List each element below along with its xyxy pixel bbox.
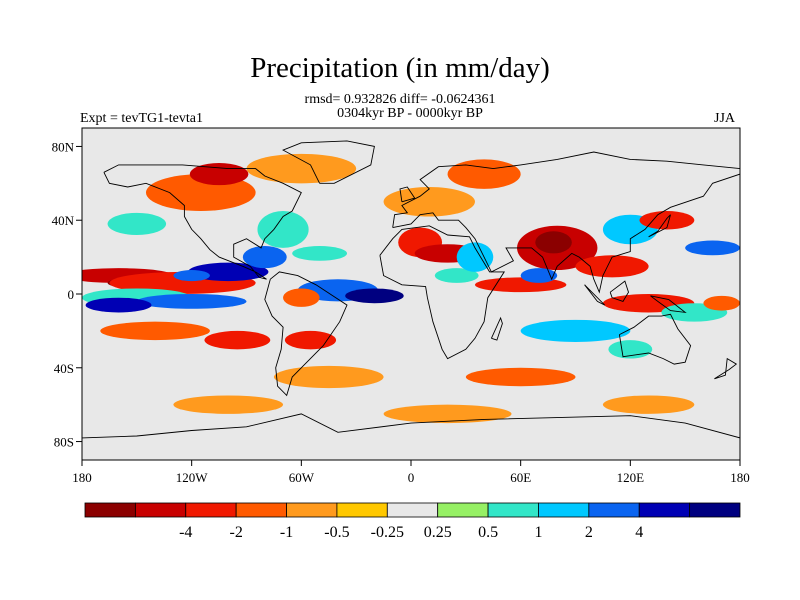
coastline-borneo: [609, 280, 629, 302]
colorbar-swatch: [235, 502, 287, 518]
lat-tick-label: 80S: [54, 435, 74, 450]
colorbar: -4 -2 -1 -0.5 -0.25 0.25 0.5 1 2 4: [84, 502, 741, 541]
lon-tick-label: 60W: [289, 470, 315, 485]
anomaly-patch: [383, 187, 475, 217]
anomaly-patch: [204, 330, 271, 350]
coastlines: [82, 140, 740, 439]
anomaly-patch: [535, 231, 572, 254]
colorbar-swatch: [437, 502, 489, 518]
anomaly-patch: [520, 268, 558, 283]
latitude-axis: 80N 40N 0 40S 80S: [52, 139, 82, 450]
anomaly-patch: [242, 246, 287, 269]
anomaly-patch: [136, 294, 247, 309]
lat-tick-label: 80N: [52, 139, 75, 154]
lon-tick-label: 60E: [510, 470, 531, 485]
coastline-australia: [618, 313, 692, 365]
colorbar-label: -2: [229, 524, 242, 541]
anomaly-patch: [602, 395, 695, 414]
period-subtitle: 0304kyr BP - 0000kyr BP: [337, 106, 483, 121]
colorbar-swatch: [689, 502, 741, 518]
lon-tick-label: 120E: [617, 470, 645, 485]
colorbar-label: 0.5: [478, 524, 498, 541]
anomaly-field: [82, 153, 740, 424]
anomaly-patch: [434, 268, 479, 283]
lon-tick-label: 0: [408, 470, 415, 485]
colorbar-label: -4: [179, 524, 192, 541]
coastline-north-america: [103, 164, 302, 280]
colorbar-swatch: [487, 502, 539, 518]
stats-subtitle: rmsd= 0.932826 diff= -0.0624361: [304, 92, 496, 107]
anomaly-patch: [447, 159, 521, 189]
colorbar-label: 1: [534, 524, 542, 541]
lon-tick-label: 120W: [176, 470, 209, 485]
anomaly-patch: [575, 255, 649, 278]
coastline-new-guinea: [650, 295, 687, 314]
anomaly-patch: [345, 288, 404, 304]
anomaly-patch: [273, 365, 384, 389]
anomaly-patch: [639, 211, 695, 230]
anomaly-patch: [292, 246, 348, 261]
colorbar-swatch: [638, 502, 691, 518]
anomaly-patch: [100, 321, 210, 341]
colorbar-label: -0.5: [324, 524, 349, 541]
anomaly-patch: [465, 367, 576, 387]
lon-tick-label: 180: [72, 470, 92, 485]
lat-tick-label: 40N: [52, 213, 75, 228]
colorbar-swatch: [84, 502, 136, 518]
anomaly-patch: [383, 404, 512, 424]
longitude-axis: 180 120W 60W 0 60E 120E 180: [72, 460, 750, 485]
plot-title: Precipitation (in mm/day): [250, 52, 550, 84]
colorbar-label: 4: [635, 524, 643, 541]
anomaly-patch: [284, 330, 337, 350]
coastline-new-zealand: [714, 357, 738, 380]
anomaly-patch: [520, 319, 631, 342]
colorbar-label: -0.25: [371, 524, 404, 541]
coastline-antarctica: [82, 413, 740, 439]
colorbar-swatch: [336, 502, 388, 518]
anomaly-patch: [173, 270, 210, 282]
colorbar-swatch: [588, 502, 640, 518]
colorbar-label: 2: [585, 524, 593, 541]
colorbar-swatch: [134, 502, 187, 518]
coastline-indonesia-1: [584, 284, 606, 306]
colorbar-swatch: [286, 502, 338, 518]
coastline-madagascar: [490, 316, 503, 341]
anomaly-patch: [257, 211, 309, 248]
experiment-label: Expt = tevTG1-tevta1: [80, 111, 203, 126]
coastline-japan: [648, 214, 671, 238]
anomaly-patch: [246, 153, 357, 184]
lat-tick-label: 0: [68, 287, 75, 302]
anomaly-patch: [107, 212, 167, 235]
coastline-africa: [379, 225, 506, 360]
anomaly-patch: [283, 288, 320, 307]
coastline-greatbritain: [399, 186, 416, 203]
lat-tick-label: 40S: [54, 361, 74, 376]
anomaly-patch: [685, 240, 740, 256]
season-label: JJA: [714, 111, 736, 126]
coastline-greenland: [282, 140, 375, 184]
coastline-south-america: [264, 271, 348, 397]
lon-tick-label: 180: [730, 470, 750, 485]
anomaly-patch: [456, 242, 494, 272]
anomaly-patch: [85, 297, 152, 313]
coastline-eurasia: [392, 151, 740, 294]
anomaly-patch: [703, 295, 740, 311]
colorbar-label: 0.25: [424, 524, 452, 541]
colorbar-swatch: [185, 502, 237, 518]
anomaly-patch: [173, 395, 284, 414]
colorbar-swatch: [386, 502, 439, 518]
colorbar-label: -1: [280, 524, 293, 541]
colorbar-swatch: [538, 502, 590, 518]
